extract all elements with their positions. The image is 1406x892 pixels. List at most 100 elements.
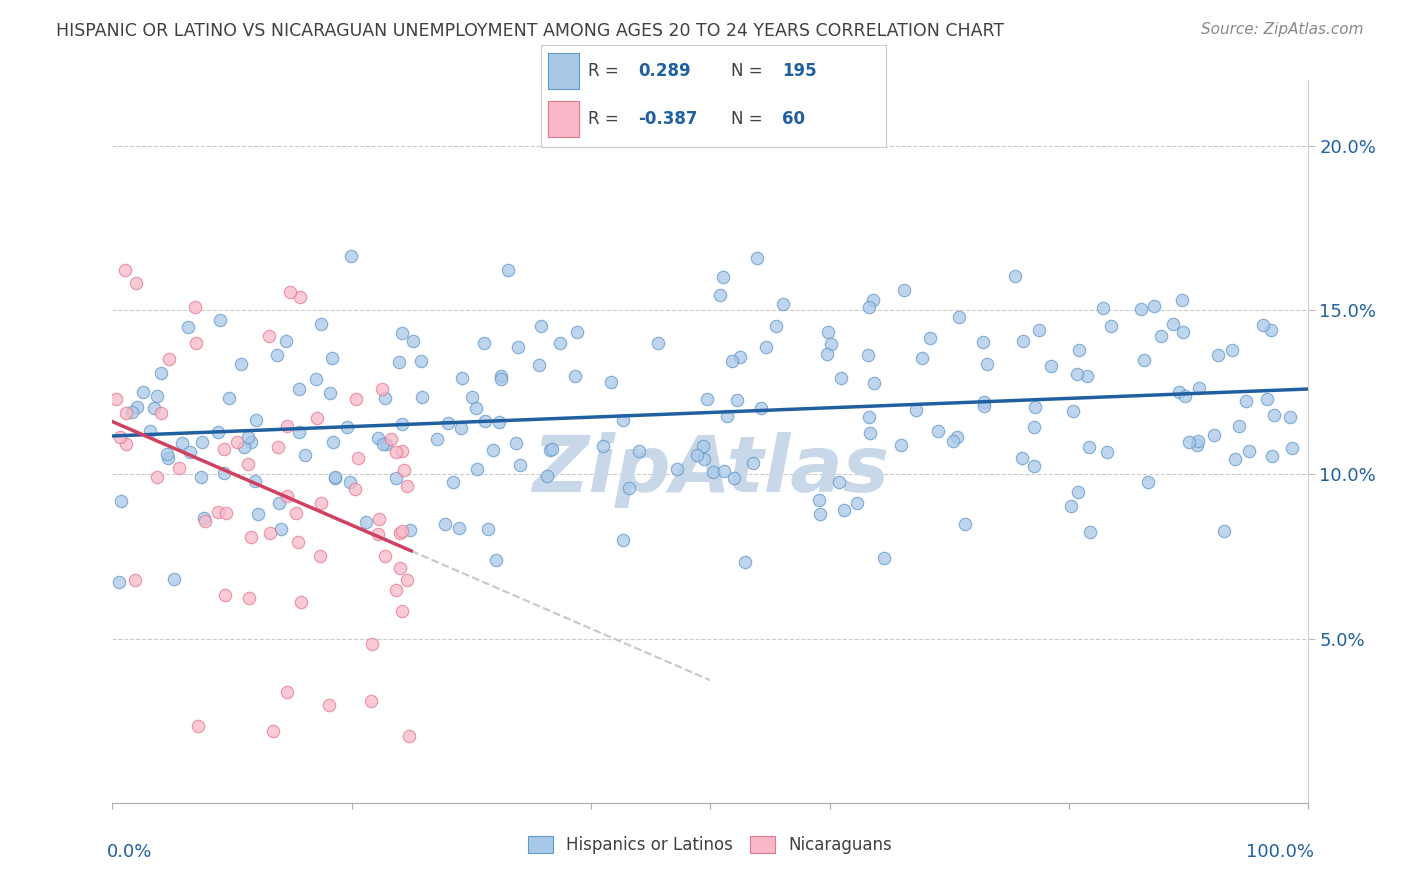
Point: [1097, 445, 1119, 459]
Point: [110, 429, 132, 443]
Point: [288, 290, 311, 304]
Point: [354, 515, 377, 529]
Point: [336, 420, 359, 434]
Point: [194, 514, 217, 528]
Point: [976, 357, 998, 371]
Text: 0.289: 0.289: [638, 62, 690, 79]
Point: [953, 516, 976, 531]
Point: [215, 506, 238, 520]
Point: [973, 394, 995, 409]
Point: [239, 434, 262, 449]
Point: [177, 320, 200, 334]
Point: [340, 249, 363, 263]
Point: [1171, 293, 1194, 307]
Point: [276, 419, 298, 434]
Point: [1188, 381, 1211, 395]
Point: [450, 370, 472, 384]
Point: [190, 435, 212, 450]
Point: [1062, 404, 1084, 418]
Point: [920, 331, 942, 345]
Point: [846, 496, 869, 510]
Point: [1204, 428, 1226, 442]
Point: [245, 475, 267, 489]
Point: [1251, 318, 1274, 332]
Point: [1187, 434, 1209, 448]
Point: [139, 424, 162, 438]
Point: [388, 525, 411, 540]
Point: [548, 335, 571, 350]
Text: Source: ZipAtlas.com: Source: ZipAtlas.com: [1201, 22, 1364, 37]
Point: [481, 443, 503, 458]
Point: [278, 285, 301, 299]
Point: [1206, 348, 1229, 362]
Point: [385, 471, 408, 485]
Point: [115, 406, 138, 420]
Point: [259, 526, 281, 541]
Point: [163, 572, 186, 586]
Point: [392, 463, 415, 477]
Point: [461, 391, 484, 405]
Point: [231, 357, 253, 371]
Point: [238, 457, 260, 471]
Point: [485, 553, 508, 567]
Point: [447, 521, 470, 535]
Point: [411, 390, 433, 404]
Point: [693, 452, 716, 467]
Point: [1067, 484, 1090, 499]
Point: [472, 335, 495, 350]
Point: [218, 392, 240, 406]
Point: [247, 508, 270, 522]
Point: [155, 447, 177, 461]
Point: [893, 283, 915, 297]
Point: [1220, 343, 1243, 357]
Point: [294, 448, 316, 462]
Point: [1212, 524, 1234, 538]
Point: [612, 413, 634, 427]
Point: [536, 469, 558, 483]
Point: [713, 464, 735, 478]
Point: [240, 530, 263, 544]
Point: [890, 438, 912, 452]
Point: [1039, 359, 1062, 373]
Point: [1281, 441, 1303, 455]
Point: [367, 527, 389, 541]
Point: [1011, 451, 1033, 466]
Point: [1143, 299, 1166, 313]
Point: [374, 549, 396, 564]
Point: [716, 409, 738, 423]
Point: [1177, 435, 1199, 450]
Point: [385, 583, 408, 598]
Point: [370, 382, 392, 396]
Point: [765, 318, 787, 333]
Point: [274, 334, 297, 349]
Point: [150, 366, 173, 380]
Text: R =: R =: [588, 110, 624, 128]
Point: [686, 448, 709, 462]
Point: [1011, 334, 1033, 348]
Point: [318, 698, 340, 712]
Point: [1024, 400, 1046, 414]
Point: [858, 301, 880, 315]
Point: [859, 425, 882, 440]
Point: [321, 351, 343, 366]
Point: [187, 718, 209, 732]
Point: [402, 334, 425, 348]
Point: [391, 524, 413, 538]
Point: [474, 414, 496, 428]
Point: [721, 354, 744, 368]
Point: [212, 467, 235, 481]
Point: [627, 444, 650, 458]
Point: [226, 434, 249, 449]
Point: [389, 561, 412, 575]
Point: [734, 555, 756, 569]
Point: [530, 318, 553, 333]
Point: [233, 440, 256, 454]
Point: [1185, 438, 1208, 452]
Text: -0.387: -0.387: [638, 110, 697, 128]
Point: [506, 340, 529, 354]
Point: [156, 451, 179, 466]
Point: [477, 522, 499, 536]
Point: [309, 549, 332, 564]
Point: [276, 684, 298, 698]
Point: [745, 252, 768, 266]
